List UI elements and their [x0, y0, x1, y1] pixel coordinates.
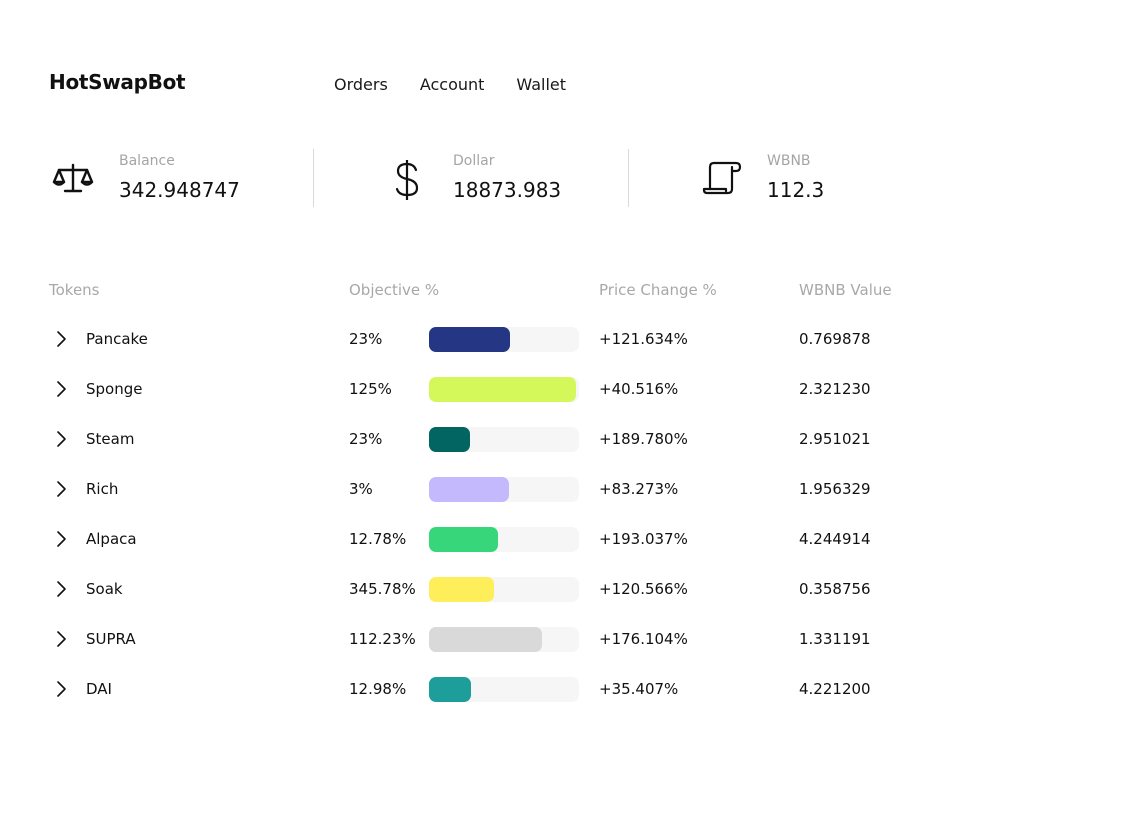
header-price-change: Price Change % — [599, 281, 717, 299]
price-change: +193.037% — [599, 530, 688, 548]
objective-percent: 345.78% — [349, 580, 416, 598]
objective-percent: 112.23% — [349, 630, 416, 648]
objective-bar — [429, 527, 579, 552]
nav-wallet[interactable]: Wallet — [516, 75, 567, 94]
wbnb-label: WBNB — [767, 153, 811, 169]
wbnb-value: 4.221200 — [799, 680, 871, 698]
chevron-right-icon[interactable] — [52, 530, 70, 548]
balance-value: 342.948747 — [119, 178, 240, 202]
price-change: +176.104% — [599, 630, 688, 648]
objective-percent: 12.98% — [349, 680, 407, 698]
token-name[interactable]: Soak — [86, 580, 123, 598]
objective-bar-fill — [429, 477, 509, 502]
objective-percent: 23% — [349, 330, 383, 348]
chevron-right-icon[interactable] — [52, 330, 70, 348]
objective-bar — [429, 627, 579, 652]
objective-percent: 125% — [349, 380, 392, 398]
balance-stat: Balance 342.948747 — [52, 150, 302, 208]
objective-bar — [429, 577, 579, 602]
table-row: SUPRA 112.23% +176.104% 1.331191 — [0, 626, 1134, 652]
objective-bar-fill — [429, 527, 498, 552]
dollar-icon — [390, 158, 424, 202]
chevron-right-icon[interactable] — [52, 680, 70, 698]
table-row: Rich 3% +83.273% 1.956329 — [0, 476, 1134, 502]
chevron-right-icon[interactable] — [52, 630, 70, 648]
wbnb-value: 112.3 — [767, 178, 825, 202]
table-row: Soak 345.78% +120.566% 0.358756 — [0, 576, 1134, 602]
nav-orders[interactable]: Orders — [334, 75, 388, 94]
nav-account[interactable]: Account — [419, 75, 485, 94]
chevron-right-icon[interactable] — [52, 430, 70, 448]
chevron-right-icon[interactable] — [52, 380, 70, 398]
wbnb-value: 1.331191 — [799, 630, 871, 648]
chevron-right-icon[interactable] — [52, 480, 70, 498]
objective-percent: 12.78% — [349, 530, 407, 548]
token-name[interactable]: Steam — [86, 430, 135, 448]
wbnb-stat: WBNB 112.3 — [700, 150, 900, 208]
price-change: +35.407% — [599, 680, 679, 698]
wbnb-value: 0.769878 — [799, 330, 871, 348]
token-name[interactable]: Pancake — [86, 330, 148, 348]
objective-bar-fill — [429, 627, 542, 652]
price-change: +121.634% — [599, 330, 688, 348]
token-name[interactable]: SUPRA — [86, 630, 136, 648]
table-row: Pancake 23% +121.634% 0.769878 — [0, 326, 1134, 352]
stat-divider — [628, 149, 629, 207]
table-row: Steam 23% +189.780% 2.951021 — [0, 426, 1134, 452]
price-change: +40.516% — [599, 380, 679, 398]
token-name[interactable]: DAI — [86, 680, 112, 698]
token-name[interactable]: Rich — [86, 480, 119, 498]
header-objective: Objective % — [349, 281, 440, 299]
token-name[interactable]: Sponge — [86, 380, 143, 398]
header-wbnb-value: WBNB Value — [799, 281, 892, 299]
table-row: DAI 12.98% +35.407% 4.221200 — [0, 676, 1134, 702]
objective-bar — [429, 477, 579, 502]
dollar-value: 18873.983 — [453, 178, 562, 202]
balance-label: Balance — [119, 153, 175, 169]
token-name[interactable]: Alpaca — [86, 530, 137, 548]
wbnb-value: 0.358756 — [799, 580, 871, 598]
objective-bar — [429, 677, 579, 702]
scale-icon — [52, 160, 96, 200]
price-change: +83.273% — [599, 480, 679, 498]
wbnb-value: 2.951021 — [799, 430, 871, 448]
objective-bar — [429, 377, 579, 402]
wbnb-value: 1.956329 — [799, 480, 871, 498]
wbnb-value: 2.321230 — [799, 380, 871, 398]
objective-bar-fill — [429, 427, 470, 452]
objective-percent: 23% — [349, 430, 383, 448]
objective-bar — [429, 427, 579, 452]
objective-bar — [429, 327, 579, 352]
objective-bar-fill — [429, 327, 510, 352]
chevron-right-icon[interactable] — [52, 580, 70, 598]
app-logo[interactable]: HotSwapBot — [49, 70, 186, 94]
top-nav: Orders Account Wallet — [334, 75, 566, 94]
objective-percent: 3% — [349, 480, 373, 498]
wbnb-value: 4.244914 — [799, 530, 871, 548]
dollar-stat: Dollar 18873.983 — [390, 150, 620, 208]
scroll-icon — [700, 160, 744, 200]
stat-divider — [313, 149, 314, 207]
price-change: +189.780% — [599, 430, 688, 448]
header-tokens: Tokens — [49, 281, 100, 299]
dollar-label: Dollar — [453, 153, 495, 169]
table-row: Sponge 125% +40.516% 2.321230 — [0, 376, 1134, 402]
price-change: +120.566% — [599, 580, 688, 598]
objective-bar-fill — [429, 377, 576, 402]
table-row: Alpaca 12.78% +193.037% 4.244914 — [0, 526, 1134, 552]
objective-bar-fill — [429, 677, 471, 702]
objective-bar-fill — [429, 577, 494, 602]
